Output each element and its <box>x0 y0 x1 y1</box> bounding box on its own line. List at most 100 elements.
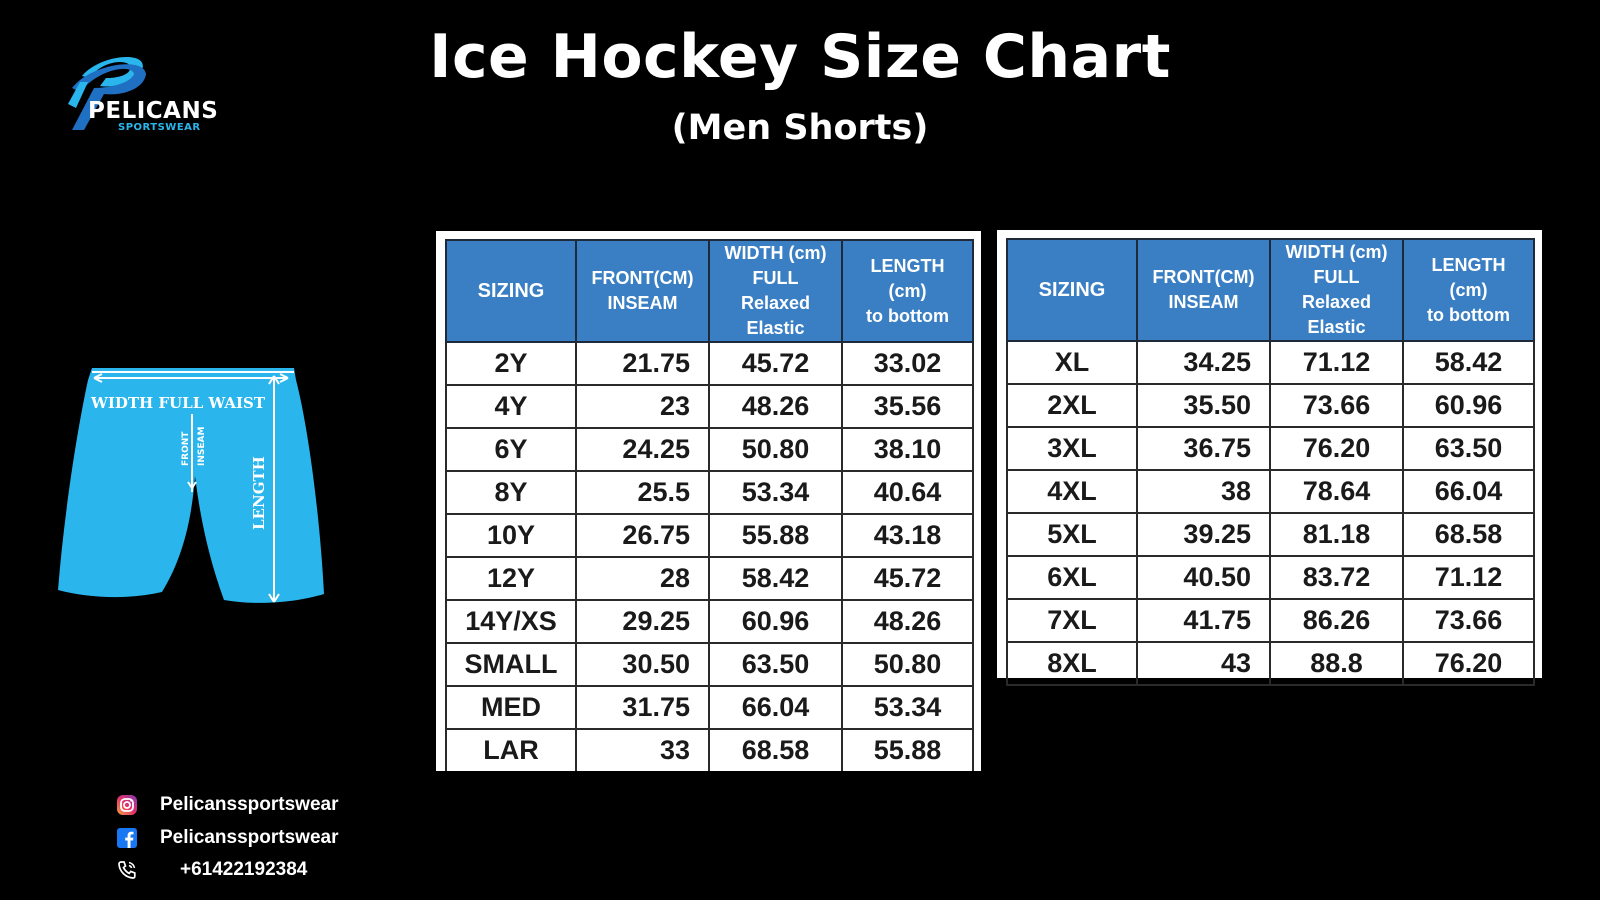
cell-width: 55.88 <box>708 513 843 558</box>
cell-front-inseam: 38 <box>1136 469 1271 514</box>
size-table-left: SIZING FRONT(CM) INSEAM WIDTH (cm) FULL Rel… <box>436 231 981 771</box>
cell-length: 58.42 <box>1402 340 1535 385</box>
cell-width: 60.96 <box>708 599 843 644</box>
table-row: SMALL 30.50 63.50 50.80 <box>445 642 974 687</box>
shorts-diagram: WIDTH FULL WAIST FRONT INSEAM LENGTH <box>58 368 324 603</box>
cell-length: 45.72 <box>841 556 974 601</box>
header-line: (cm) <box>888 280 927 301</box>
cell-length: 33.02 <box>841 341 974 386</box>
cell-length: 35.56 <box>841 384 974 429</box>
table-row: 4Y 23 48.26 35.56 <box>445 384 974 429</box>
table-row: LAR 33 68.58 55.88 <box>445 728 974 771</box>
cell-length: 48.26 <box>841 599 974 644</box>
header-width: WIDTH (cm) FULL Relaxed Elastic <box>708 239 843 343</box>
logo-name: PELICANS <box>88 98 219 124</box>
cell-width: 63.50 <box>708 642 843 687</box>
cell-front-inseam: 30.50 <box>575 642 710 687</box>
cell-size: 6Y <box>445 427 577 472</box>
header-line: FULL <box>752 268 799 288</box>
facebook-icon <box>117 828 137 848</box>
instagram-icon <box>117 795 137 815</box>
cell-width: 45.72 <box>708 341 843 386</box>
cell-length: 50.80 <box>841 642 974 687</box>
page-title: Ice Hockey Size Chart <box>429 22 1171 92</box>
front-label: FRONT <box>181 431 191 466</box>
cell-size: 4XL <box>1006 469 1138 514</box>
table-row: 14Y/XS 29.25 60.96 48.26 <box>445 599 974 644</box>
header-width: WIDTH (cm) FULL Relaxed Elastic <box>1269 238 1404 342</box>
cell-size: 5XL <box>1006 512 1138 557</box>
cell-width: 78.64 <box>1269 469 1404 514</box>
table-row: 7XL 41.75 86.26 73.66 <box>1006 598 1535 643</box>
cell-width: 76.20 <box>1269 426 1404 471</box>
header-line: Relaxed Elastic <box>1301 292 1372 337</box>
table-row: 3XL 36.75 76.20 63.50 <box>1006 426 1535 471</box>
cell-width: 48.26 <box>708 384 843 429</box>
header-line: LENGTH <box>870 255 945 276</box>
cell-size: MED <box>445 685 577 730</box>
cell-front-inseam: 24.25 <box>575 427 710 472</box>
table-row: 4XL 38 78.64 66.04 <box>1006 469 1535 514</box>
header-line: to bottom <box>1427 304 1510 325</box>
header-sizing: SIZING <box>1006 238 1138 342</box>
table-row: XL 34.25 71.12 58.42 <box>1006 340 1535 385</box>
cell-size: 6XL <box>1006 555 1138 600</box>
header-line: Relaxed Elastic <box>740 293 811 338</box>
table-row: 5XL 39.25 81.18 68.58 <box>1006 512 1535 557</box>
cell-front-inseam: 40.50 <box>1136 555 1271 600</box>
header-length: LENGTH (cm) to bottom <box>841 239 974 343</box>
cell-front-inseam: 23 <box>575 384 710 429</box>
header-line: INSEAM <box>1168 292 1239 312</box>
header-front-inseam: FRONT(CM) INSEAM <box>575 239 710 343</box>
cell-length: 73.66 <box>1402 598 1535 643</box>
inseam-label: INSEAM <box>197 427 207 466</box>
cell-size: 3XL <box>1006 426 1138 471</box>
cell-width: 68.58 <box>708 728 843 771</box>
cell-front-inseam: 25.5 <box>575 470 710 515</box>
phone-number: +61422192384 <box>180 859 308 880</box>
header-front-inseam: FRONT(CM) INSEAM <box>1136 238 1271 342</box>
table-row: 6Y 24.25 50.80 38.10 <box>445 427 974 472</box>
table-row: 6XL 40.50 83.72 71.12 <box>1006 555 1535 600</box>
size-table: SIZING FRONT(CM) INSEAM WIDTH (cm) FULL Rel… <box>445 239 974 771</box>
cell-size: 12Y <box>445 556 577 601</box>
header-length: LENGTH (cm) to bottom <box>1402 238 1535 342</box>
cell-size: 2XL <box>1006 383 1138 428</box>
cell-length: 71.12 <box>1402 555 1535 600</box>
cell-width: 81.18 <box>1269 512 1404 557</box>
logo-tagline: SPORTSWEAR <box>118 122 201 133</box>
header-line: FULL <box>1313 267 1360 287</box>
cell-length: 68.58 <box>1402 512 1535 557</box>
cell-width: 88.8 <box>1269 641 1404 686</box>
header-line: FRONT(CM) <box>1152 267 1255 287</box>
cell-width: 73.66 <box>1269 383 1404 428</box>
cell-size: 10Y <box>445 513 577 558</box>
cell-size: XL <box>1006 340 1138 385</box>
cell-front-inseam: 31.75 <box>575 685 710 730</box>
cell-front-inseam: 29.25 <box>575 599 710 644</box>
header-line: (cm) <box>1449 279 1488 300</box>
cell-front-inseam: 39.25 <box>1136 512 1271 557</box>
header-sizing: SIZING <box>445 239 577 343</box>
cell-length: 63.50 <box>1402 426 1535 471</box>
cell-width: 58.42 <box>708 556 843 601</box>
size-table-right: SIZING FRONT(CM) INSEAM WIDTH (cm) FULL Rel… <box>997 230 1542 686</box>
header-line: WIDTH (cm) <box>724 243 827 263</box>
cell-length: 66.04 <box>1402 469 1535 514</box>
table-row: 2XL 35.50 73.66 60.96 <box>1006 383 1535 428</box>
cell-front-inseam: 21.75 <box>575 341 710 386</box>
header-line: LENGTH <box>1431 254 1506 275</box>
cell-size: 8XL <box>1006 641 1138 686</box>
cell-length: 76.20 <box>1402 641 1535 686</box>
cell-size: 2Y <box>445 341 577 386</box>
pelicans-logo <box>68 57 146 130</box>
header-line: to bottom <box>866 305 949 326</box>
cell-front-inseam: 26.75 <box>575 513 710 558</box>
cell-front-inseam: 43 <box>1136 641 1271 686</box>
cell-width: 66.04 <box>708 685 843 730</box>
cell-front-inseam: 33 <box>575 728 710 771</box>
table-row: 8Y 25.5 53.34 40.64 <box>445 470 974 515</box>
table-row: 12Y 28 58.42 45.72 <box>445 556 974 601</box>
facebook-handle: Pelicanssportswear <box>160 827 339 848</box>
cell-size: 8Y <box>445 470 577 515</box>
